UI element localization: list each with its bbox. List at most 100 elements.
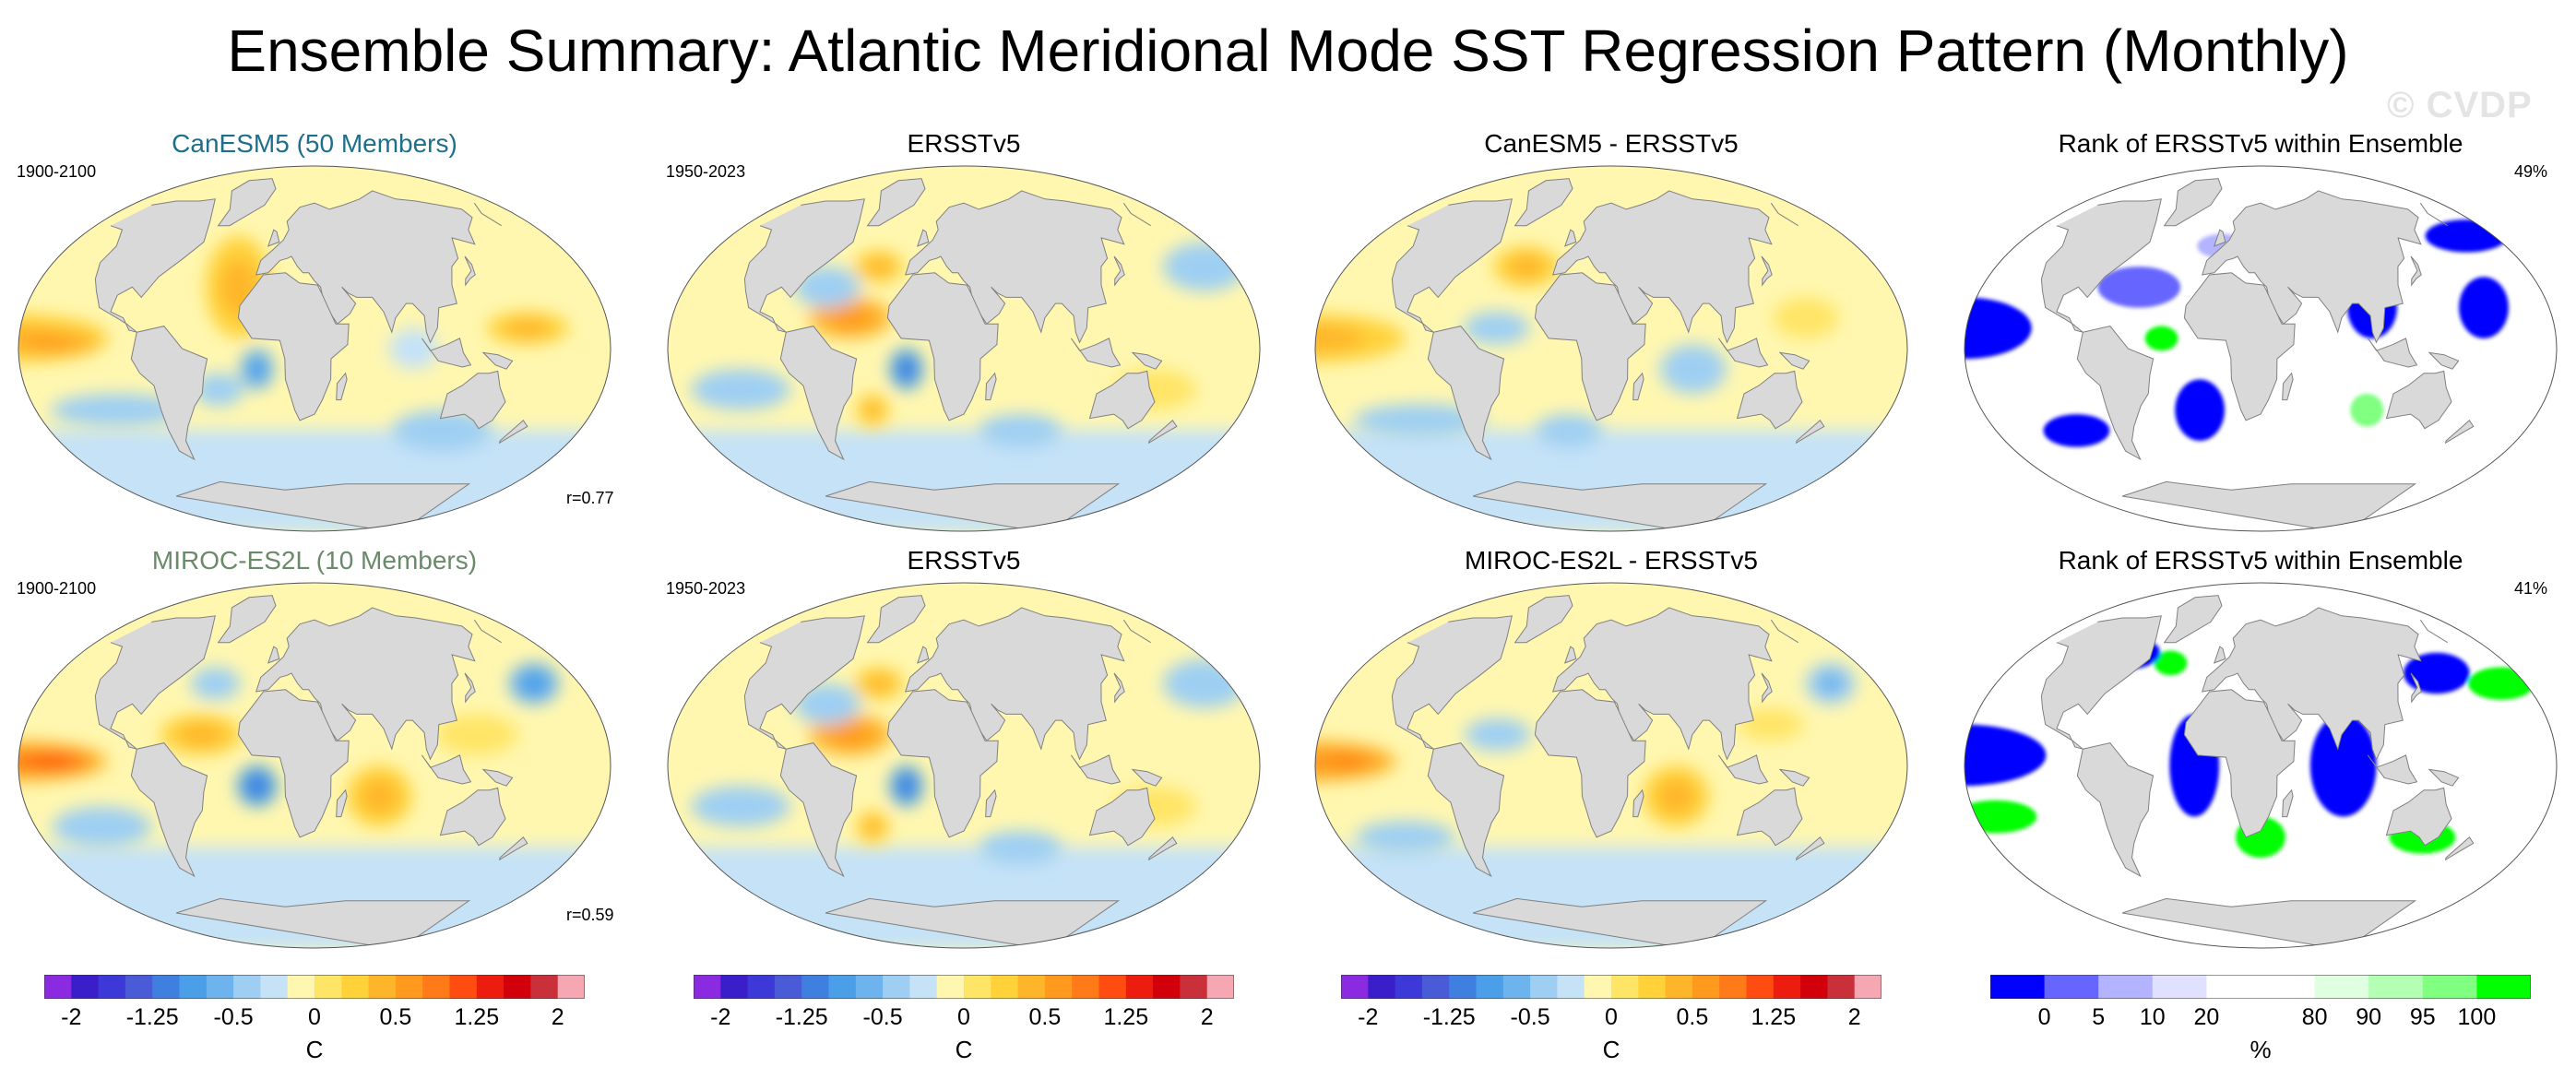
continent-eurasia xyxy=(904,607,1125,761)
pattern-core xyxy=(1657,779,1695,813)
continent-south-america xyxy=(1427,326,1505,461)
colorbar-swatch xyxy=(2422,975,2477,999)
pattern-blob xyxy=(2144,326,2178,351)
colorbar xyxy=(44,975,585,999)
continent-greenland xyxy=(217,595,277,644)
continent-greenland xyxy=(217,178,277,227)
pattern-core xyxy=(863,817,883,836)
colorbar-swatch xyxy=(1990,975,2046,999)
continent-greenland xyxy=(2163,178,2223,227)
map-border xyxy=(667,165,1261,532)
colorbar-swatch xyxy=(991,975,1019,999)
continent-new-zealand xyxy=(1795,420,1825,445)
pattern-blob xyxy=(2468,667,2534,700)
continent-north-america xyxy=(743,615,1151,750)
colorbar-tick-label: 0 xyxy=(957,1004,970,1030)
colorbar-swatch xyxy=(1502,975,1531,999)
continent-africa xyxy=(1534,689,1646,838)
continent-north-america xyxy=(1391,615,1798,750)
colorbar-tick-label: -0.5 xyxy=(213,1004,254,1030)
continent-australia xyxy=(2385,787,2452,847)
pattern-blob xyxy=(979,414,1062,447)
map-border xyxy=(1314,582,1908,949)
colorbar-swatch xyxy=(71,975,100,999)
continent-australia xyxy=(1736,787,1803,847)
pattern-blob xyxy=(392,409,492,452)
colorbar-tick-label: 1.25 xyxy=(1751,1004,1797,1030)
map-panel xyxy=(1964,582,2558,949)
pattern-core xyxy=(520,671,548,695)
colorbar-tick-label: -0.5 xyxy=(862,1004,903,1030)
pattern-core xyxy=(1817,671,1845,695)
pattern-blob xyxy=(2309,714,2377,817)
pattern-core xyxy=(827,306,873,329)
continent-eurasia xyxy=(1551,607,1773,761)
pattern-core xyxy=(1508,255,1545,279)
colorbar-swatch xyxy=(1206,975,1234,999)
continent-australia xyxy=(439,787,506,847)
pattern-core xyxy=(896,775,916,798)
colorbar-swatch xyxy=(720,975,749,999)
continent-indonesia xyxy=(2367,754,2418,785)
map-border xyxy=(1964,165,2558,532)
continent-indonesia xyxy=(1070,754,1122,785)
continent-madagascar xyxy=(2282,788,2294,818)
pattern-blob xyxy=(1163,242,1246,291)
continent-new-zealand xyxy=(1147,420,1178,445)
continent-north-america xyxy=(1391,198,1798,333)
map-panel xyxy=(1964,165,2558,532)
pattern-blob xyxy=(979,831,1062,864)
continent-japan xyxy=(464,672,476,704)
pattern-core xyxy=(827,723,873,746)
continent-indonesia xyxy=(421,754,472,785)
continent-africa xyxy=(2183,272,2296,421)
colorbar-swatch xyxy=(1449,975,1477,999)
panel-title: Rank of ERSSTv5 within Ensemble xyxy=(2058,129,2463,158)
map-panel xyxy=(18,582,611,949)
continent-africa xyxy=(237,689,350,838)
continent-africa xyxy=(886,689,999,838)
colorbar-swatch xyxy=(315,975,342,999)
pattern-core xyxy=(27,755,73,767)
continent-japan xyxy=(1761,255,1773,287)
continent-indonesia xyxy=(421,338,472,368)
continent-new-zealand xyxy=(498,420,528,445)
colorbar-tick-label: 2 xyxy=(1847,1004,1861,1030)
continent-madagascar xyxy=(2282,372,2294,401)
continent-japan xyxy=(1113,672,1125,704)
colorbar-tick-label: 80 xyxy=(2301,1004,2328,1030)
pattern-blob xyxy=(190,667,241,700)
colorbar xyxy=(1990,975,2531,999)
pattern-blob xyxy=(2175,379,2226,441)
continent-new-zealand xyxy=(1795,836,1825,861)
colorbar-tick-label: 10 xyxy=(2139,1004,2166,1030)
continent-new-zealand xyxy=(498,836,528,861)
panel-title: ERSSTv5 xyxy=(907,546,1021,575)
colorbar-swatch xyxy=(1180,975,1208,999)
continent-indonesia xyxy=(2367,338,2418,368)
colorbar-tick-label: -0.5 xyxy=(1510,1004,1550,1030)
continent-uk xyxy=(916,229,930,247)
pattern-blob xyxy=(2043,414,2110,447)
continent-south-america xyxy=(1427,742,1505,878)
period-label: 1950-2023 xyxy=(666,162,746,181)
panel-title: MIROC-ES2L - ERSSTv5 xyxy=(1465,546,1758,575)
continent-eurasia xyxy=(2201,190,2422,344)
colorbar-swatch xyxy=(2098,975,2154,999)
colorbar-swatch xyxy=(504,975,531,999)
map-border xyxy=(1314,165,1908,532)
colorbar-tick-label: 2 xyxy=(1200,1004,1214,1030)
colorbar-swatch xyxy=(260,975,289,999)
continent-australia xyxy=(1088,787,1156,847)
continent-uk xyxy=(2213,229,2226,247)
colorbar-tick-label: 95 xyxy=(2409,1004,2436,1030)
continent-madagascar xyxy=(336,788,348,818)
pattern-blob xyxy=(1660,344,1727,394)
continent-north-america xyxy=(2040,198,2448,333)
pattern-blob xyxy=(18,741,108,782)
continent-indonesia xyxy=(1070,338,1122,368)
continent-madagascar xyxy=(336,372,348,401)
pattern-blob xyxy=(1536,414,1602,447)
colorbar-swatch xyxy=(1773,975,1801,999)
period-label: 1900-2100 xyxy=(17,162,97,181)
